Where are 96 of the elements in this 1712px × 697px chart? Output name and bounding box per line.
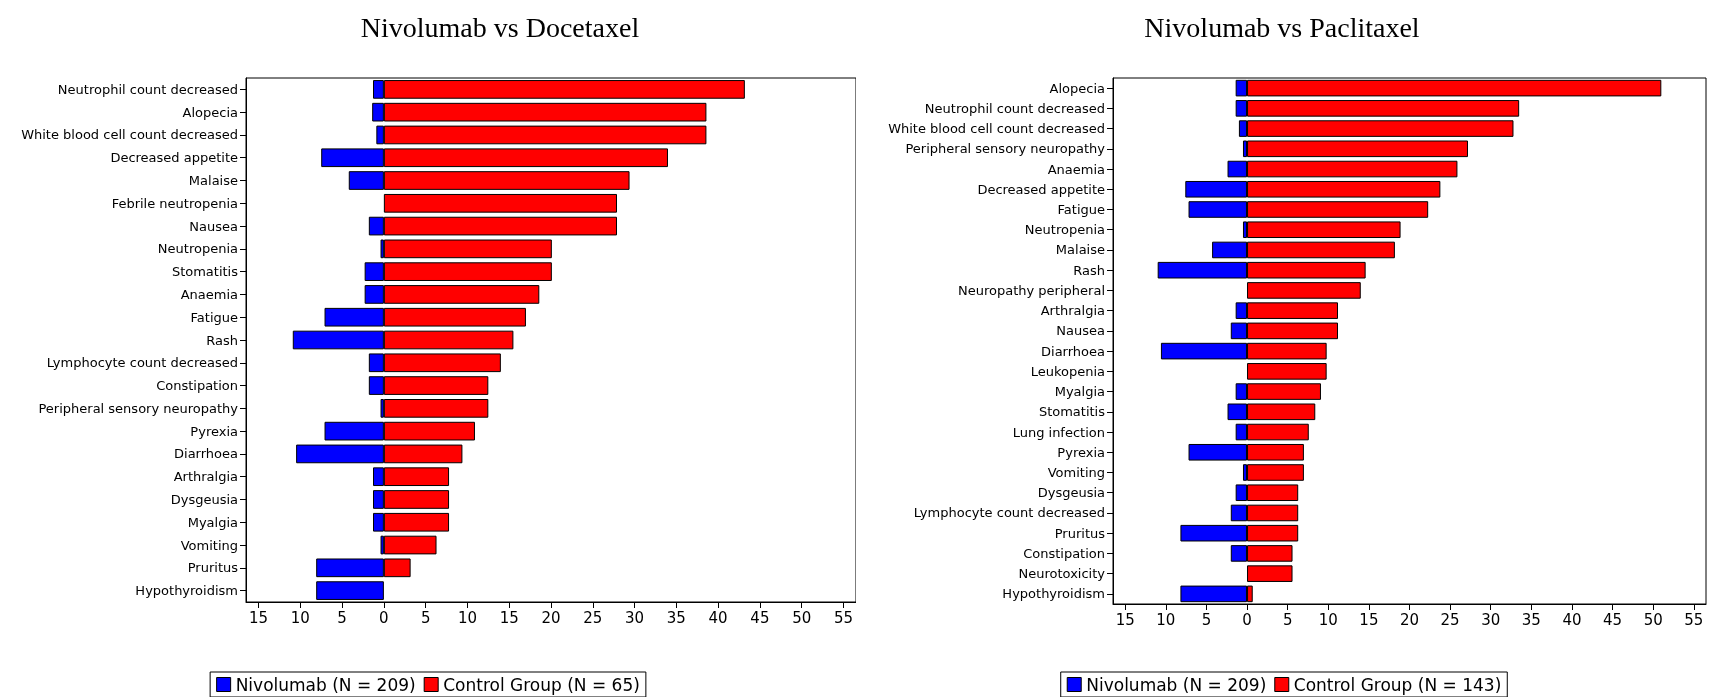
y-tick-label: Decreased appetite [110,150,238,166]
x-tick-label: 0 [1242,610,1252,629]
y-tick-label: Fatigue [1057,202,1105,217]
y-tick-label: Pruritus [187,560,239,576]
x-tick-label: 0 [379,608,389,627]
x-tick-label: 50 [1643,610,1663,629]
x-tick-label: 25 [1440,610,1460,629]
x-tick-label: 50 [792,608,812,627]
y-tick-label: Fatigue [190,309,238,325]
y-tick-label: Vomiting [180,537,238,553]
x-tick-label: 10 [1318,610,1338,629]
y-tick-label: White blood cell count decreased [21,127,238,143]
bar [383,193,618,213]
bar [383,399,489,418]
x-tick-label: 45 [750,608,770,627]
y-tick-label: Lymphocyte count decreased [913,505,1105,521]
y-tick-label: Lung infection [1012,424,1105,440]
y-tick-label: Diarrhoea [174,446,238,462]
x-tick-label: 55 [1684,610,1704,629]
x-tick-label: 15 [1115,610,1135,629]
y-tick-label: Nausea [1056,323,1105,339]
x-tick-label: 5 [1282,610,1293,629]
bar [1247,464,1304,481]
y-tick-label: Arthralgia [1040,303,1105,319]
y-tick-label: Pyrexia [190,423,238,439]
x-tick-label: 5 [337,608,347,627]
y-tick-label: Malaise [1055,242,1105,258]
y-tick-label: Febrile neutropenia [111,195,238,211]
y-tick-label: Stomatitis [1038,404,1106,420]
y-tick-label: Hypothyroidism [135,583,238,599]
bar [1247,282,1361,299]
bar [1247,363,1327,380]
y-tick-label: Nausea [189,218,238,234]
y-tick-label: Anaemia [1047,161,1105,177]
y-tick-label: Stomatitis [171,264,239,280]
y-tick-label: Anaemia [180,286,238,302]
x-tick-label: 35 [1521,610,1541,629]
bar [383,535,437,555]
y-tick-label: Constipation [1023,545,1105,561]
y-tick-label: Neutropenia [1024,222,1105,238]
bar [316,581,384,600]
y-tick-label: Diarrhoea [1041,343,1105,359]
y-tick-label: Peripheral sensory neuropathy [905,141,1106,157]
x-tick-label: 15 [1359,610,1379,629]
x-tick-label: 20 [541,608,561,627]
x-tick-label: 40 [1562,610,1582,629]
x-tick-label: 5 [420,608,431,627]
y-tick-label: Neuropathy peripheral [958,282,1105,298]
y-tick-label: Rash [1073,262,1105,278]
y-tick-label: Peripheral sensory neuropathy [38,400,239,416]
y-tick-label: Dysgeusia [170,491,238,507]
y-tick-label: Neutropenia [157,241,238,257]
y-tick-label: Alopecia [182,104,238,120]
y-tick-label: Arthralgia [173,469,238,485]
y-tick-label: White blood cell count decreased [888,121,1105,137]
x-tick-label: 15 [499,608,519,627]
x-tick-label: 30 [625,608,645,627]
y-tick-label: Neutrophil count decreased [924,100,1105,116]
legend-label: Control Group (N = 143) [1293,674,1502,695]
chart-title: Nivolumab vs Paclitaxel [1144,11,1420,43]
y-tick-label: Leukopenia [1030,363,1105,379]
x-tick-label: 20 [1399,610,1420,629]
y-tick-label: Pyrexia [1057,444,1105,460]
x-tick-label: 5 [1201,610,1212,629]
x-tick-label: 15 [248,608,269,627]
y-tick-label: Lymphocyte count decreased [46,355,238,371]
y-tick-label: Myalgia [187,514,238,530]
y-tick-label: Myalgia [1054,384,1105,400]
bar [383,239,552,259]
bar [1247,565,1293,582]
chart-title: Nivolumab vs Docetaxel [360,11,640,43]
y-tick-label: Decreased appetite [977,181,1105,197]
legend-label: Control Group (N = 65) [443,674,640,695]
x-tick-label: 10 [1156,610,1176,629]
y-tick-label: Hypothyroidism [1002,586,1105,602]
y-tick-label: Dysgeusia [1037,485,1105,501]
x-tick-label: 35 [666,608,686,627]
legend-label: Nivolumab (N = 209) [1086,674,1267,695]
y-tick-label: Malaise [188,173,238,189]
y-tick-label: Neurotoxicity [1018,566,1106,582]
x-tick-label: 55 [833,608,853,627]
x-tick-label: 25 [583,608,603,627]
x-tick-label: 45 [1603,610,1623,629]
bar [1247,221,1401,239]
y-tick-label: Pruritus [1054,525,1106,541]
y-tick-label: Vomiting [1047,465,1105,480]
x-tick-label: 10 [290,608,310,627]
x-tick-label: 30 [1481,610,1501,629]
y-tick-label: Constipation [156,378,238,394]
y-tick-label: Neutrophil count decreased [57,81,238,97]
bar [1247,140,1468,158]
y-tick-label: Rash [206,332,238,348]
x-tick-label: 40 [708,608,728,627]
legend-label: Nivolumab (N = 209) [235,674,416,695]
y-tick-label: Alopecia [1049,80,1105,96]
x-tick-label: 10 [457,608,477,627]
